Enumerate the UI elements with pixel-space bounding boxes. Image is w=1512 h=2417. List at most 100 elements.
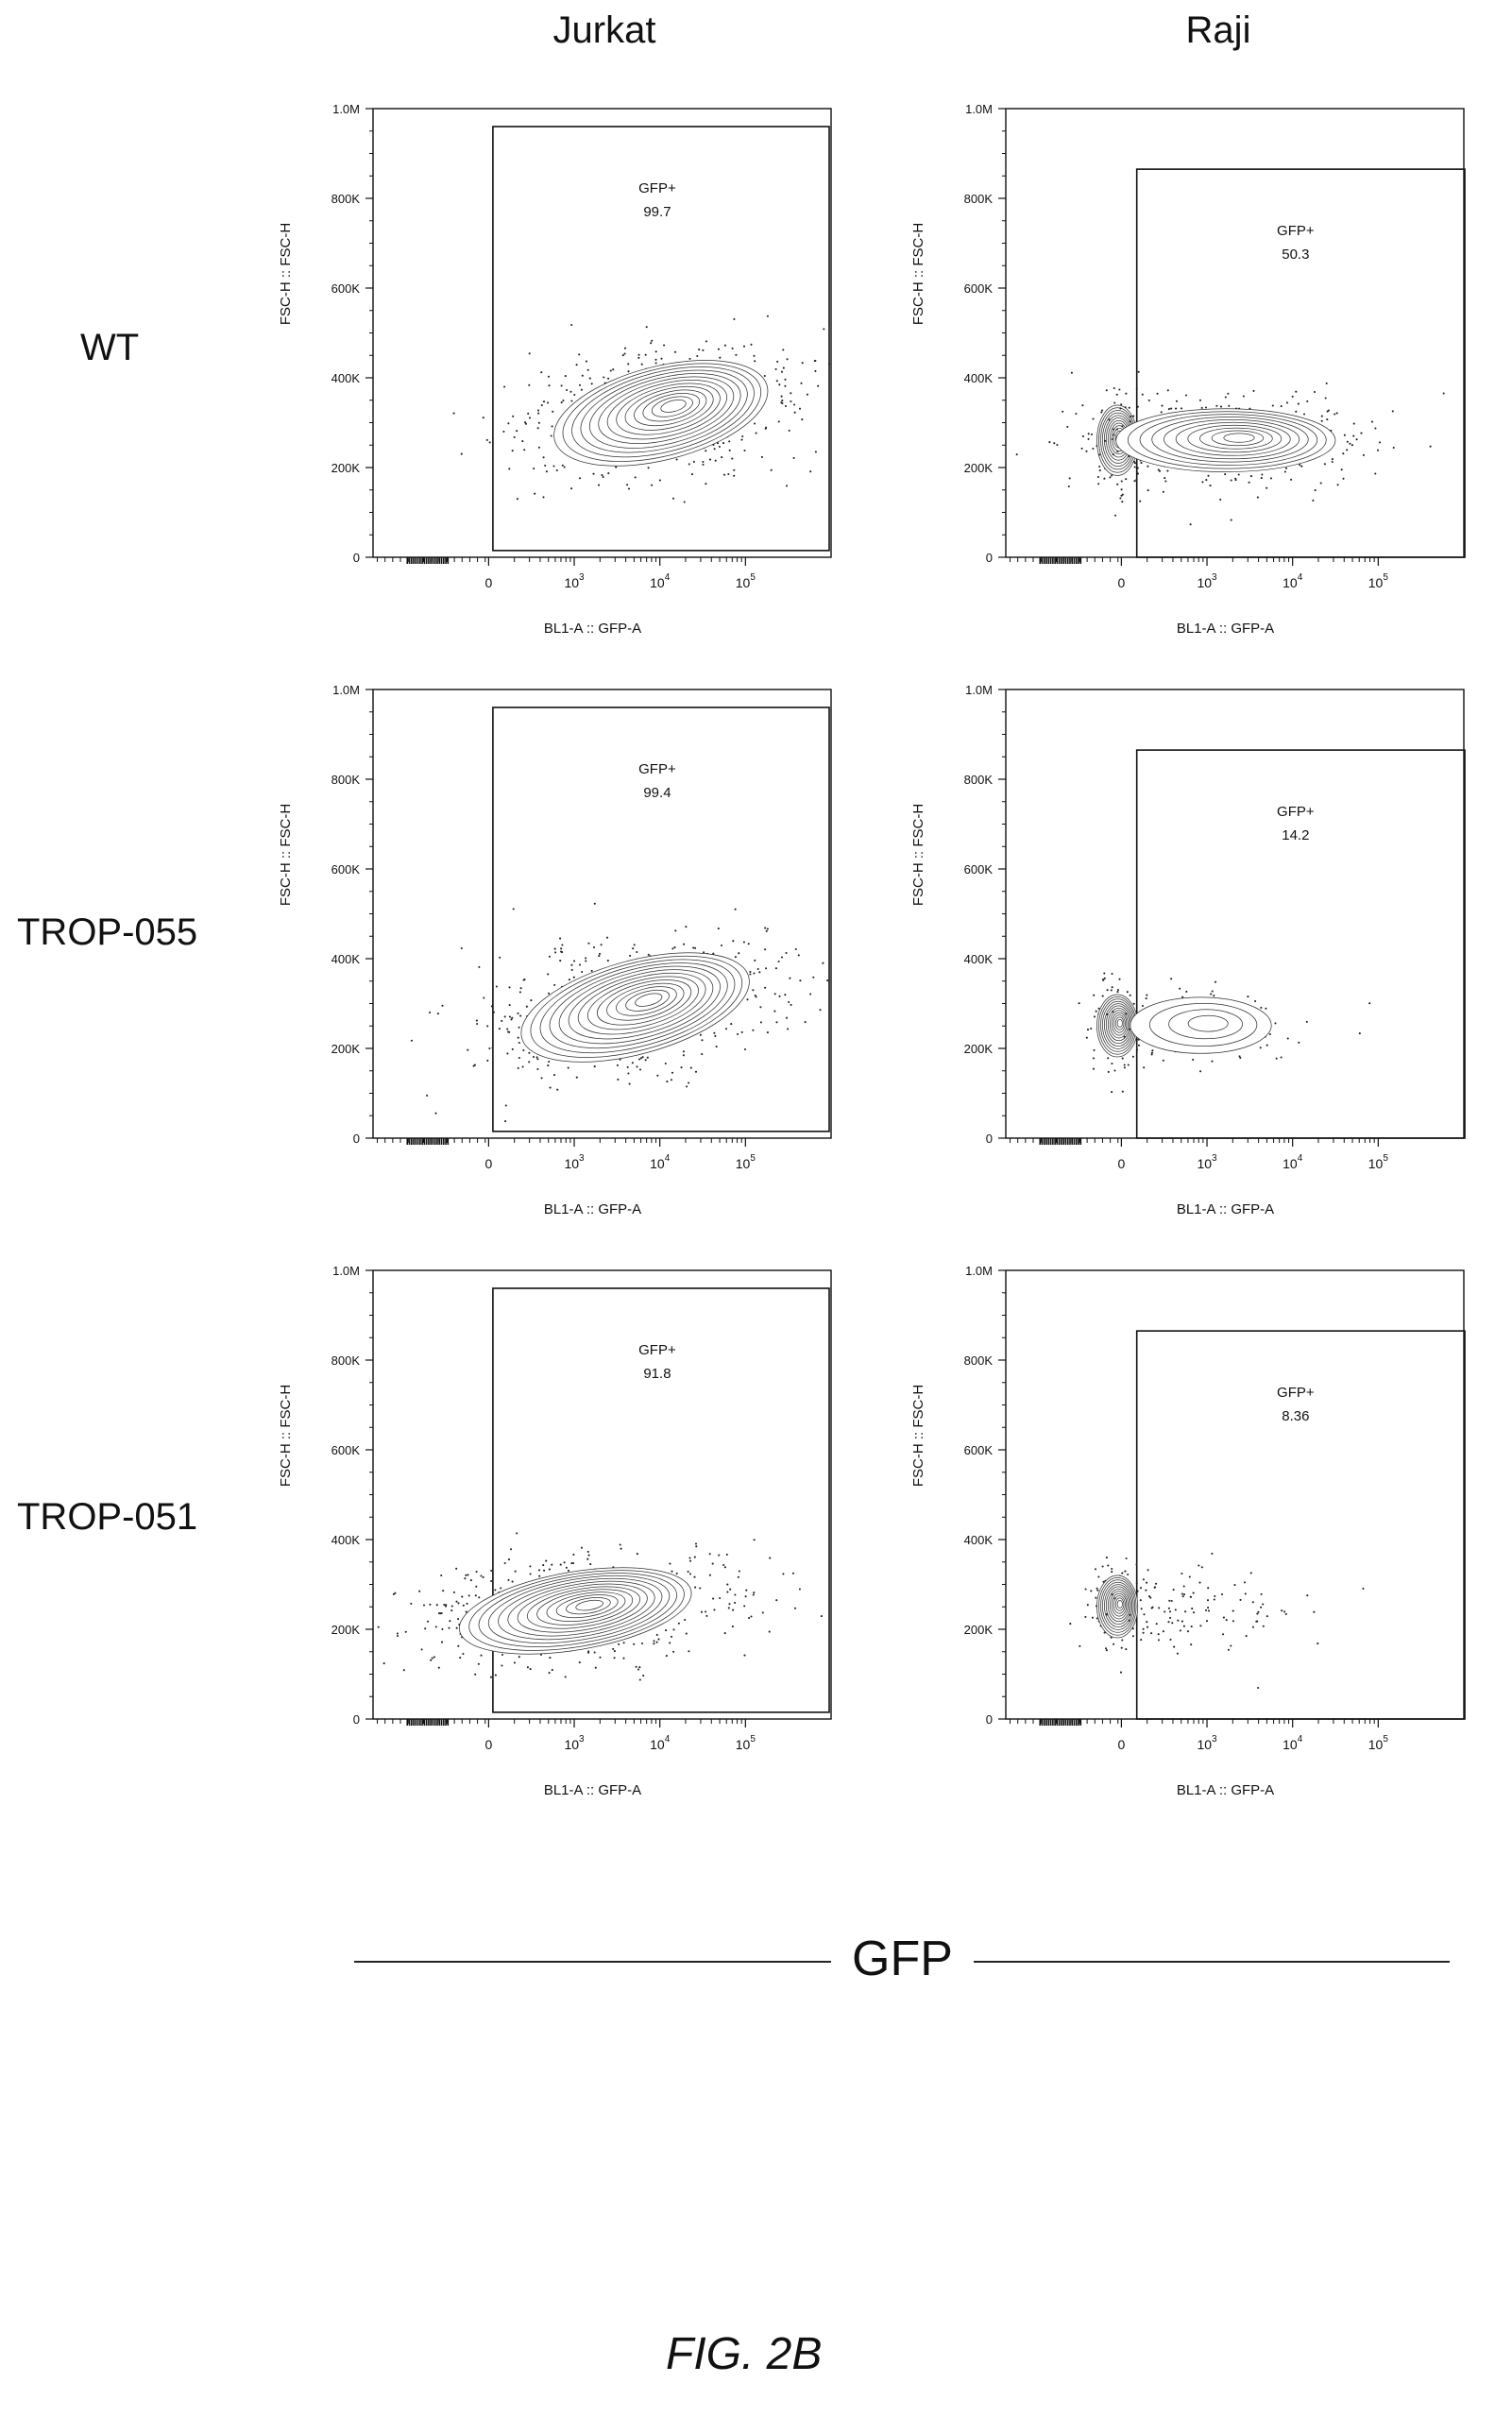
event-dot <box>784 994 787 996</box>
density-contour <box>1107 1589 1130 1623</box>
event-dot <box>1140 462 1143 465</box>
event-dot <box>1116 483 1119 485</box>
event-dot <box>1135 1582 1138 1585</box>
event-dot <box>814 369 817 372</box>
event-dot <box>563 466 566 468</box>
event-dot <box>1145 997 1147 1000</box>
event-dot <box>774 367 777 370</box>
event-dot <box>1254 999 1257 1003</box>
density-contour <box>487 1575 671 1644</box>
density-contour <box>624 385 714 431</box>
event-dot <box>542 1564 545 1567</box>
event-dot <box>1118 388 1121 391</box>
event-dot <box>1136 1590 1139 1592</box>
event-dot <box>578 353 581 356</box>
x-tick-label: 103 <box>564 1734 585 1752</box>
event-dot <box>727 472 730 476</box>
event-dot <box>536 427 539 430</box>
event-dot <box>618 1643 620 1645</box>
gfp-positive-gate <box>492 706 830 1132</box>
event-dot <box>462 1604 465 1607</box>
event-dot <box>521 440 524 443</box>
density-contour <box>1175 421 1291 456</box>
event-dot <box>476 1022 479 1026</box>
gate-name: GFP+ <box>1277 1385 1315 1401</box>
density-contour <box>517 1583 648 1633</box>
event-dot <box>1121 425 1124 428</box>
event-dot <box>514 1570 517 1573</box>
event-dot <box>699 1033 702 1036</box>
event-dot <box>750 1615 753 1618</box>
event-dot <box>1115 428 1118 431</box>
event-dot <box>705 1610 707 1613</box>
density-contour <box>546 1591 626 1623</box>
density-contour <box>625 989 670 1012</box>
event-dot <box>1352 434 1355 437</box>
event-dot <box>1260 1606 1263 1608</box>
event-dot <box>1166 469 1169 472</box>
y-tick-label: 400K <box>964 952 994 966</box>
event-dot <box>464 1577 467 1580</box>
event-dot <box>549 1086 552 1089</box>
density-contour <box>553 360 769 467</box>
event-dot <box>552 410 554 413</box>
density-contour <box>555 1594 619 1619</box>
event-dot <box>1374 427 1377 430</box>
event-dot <box>637 353 640 356</box>
x-tick-label: 0 <box>484 575 492 590</box>
event-dot <box>587 1554 590 1557</box>
x-tick-label: 0 <box>1117 575 1125 590</box>
event-dot <box>627 1072 630 1075</box>
x-tick-label: 0 <box>1117 1156 1125 1171</box>
event-dot <box>1189 1595 1193 1598</box>
event-dot <box>620 1547 622 1550</box>
density-contour <box>616 383 721 435</box>
event-dot <box>1107 1070 1110 1073</box>
event-dot <box>508 468 511 470</box>
event-dot <box>1265 1007 1267 1010</box>
event-dot <box>1172 1589 1175 1591</box>
event-dot <box>452 1591 455 1593</box>
event-dot <box>732 940 735 943</box>
event-dot <box>489 1676 492 1678</box>
event-dot <box>1182 1625 1185 1627</box>
event-dot <box>570 400 573 402</box>
event-dot <box>1101 409 1104 412</box>
event-dot <box>778 995 781 997</box>
event-dot <box>1147 465 1149 468</box>
event-dot <box>1113 401 1116 404</box>
event-dot <box>1116 991 1119 994</box>
event-dot <box>567 1066 569 1069</box>
density-contour <box>1104 1584 1133 1627</box>
event-dot <box>638 1678 641 1681</box>
event-dot <box>703 951 705 954</box>
y-axis-label: FSC-H :: FSC-H <box>278 223 294 325</box>
event-dot <box>734 908 737 911</box>
density-contour <box>1107 1008 1130 1042</box>
event-dot <box>1081 404 1084 407</box>
event-dot <box>1247 996 1249 998</box>
event-dot <box>1093 1048 1096 1051</box>
event-dot <box>1313 1610 1316 1613</box>
y-tick-label: 400K <box>964 371 994 385</box>
density-contour <box>468 1570 685 1651</box>
event-dot <box>1142 1578 1145 1581</box>
event-dot <box>671 497 675 500</box>
event-dot <box>784 404 788 408</box>
event-dot <box>1205 479 1208 482</box>
event-dot <box>457 1602 460 1605</box>
event-dot <box>718 1554 721 1557</box>
event-dot <box>1281 1609 1283 1612</box>
event-dot <box>715 1046 718 1048</box>
event-dot <box>780 395 783 398</box>
density-contour <box>568 969 714 1040</box>
event-dot <box>1125 1013 1128 1015</box>
event-dot <box>785 1016 789 1019</box>
event-dot <box>1098 465 1101 468</box>
event-dot <box>1092 1067 1096 1070</box>
event-dot <box>1319 482 1322 485</box>
event-dot <box>570 1562 573 1565</box>
event-dot <box>1326 418 1329 421</box>
event-dot <box>713 1608 716 1611</box>
y-tick-label: 400K <box>331 371 361 385</box>
